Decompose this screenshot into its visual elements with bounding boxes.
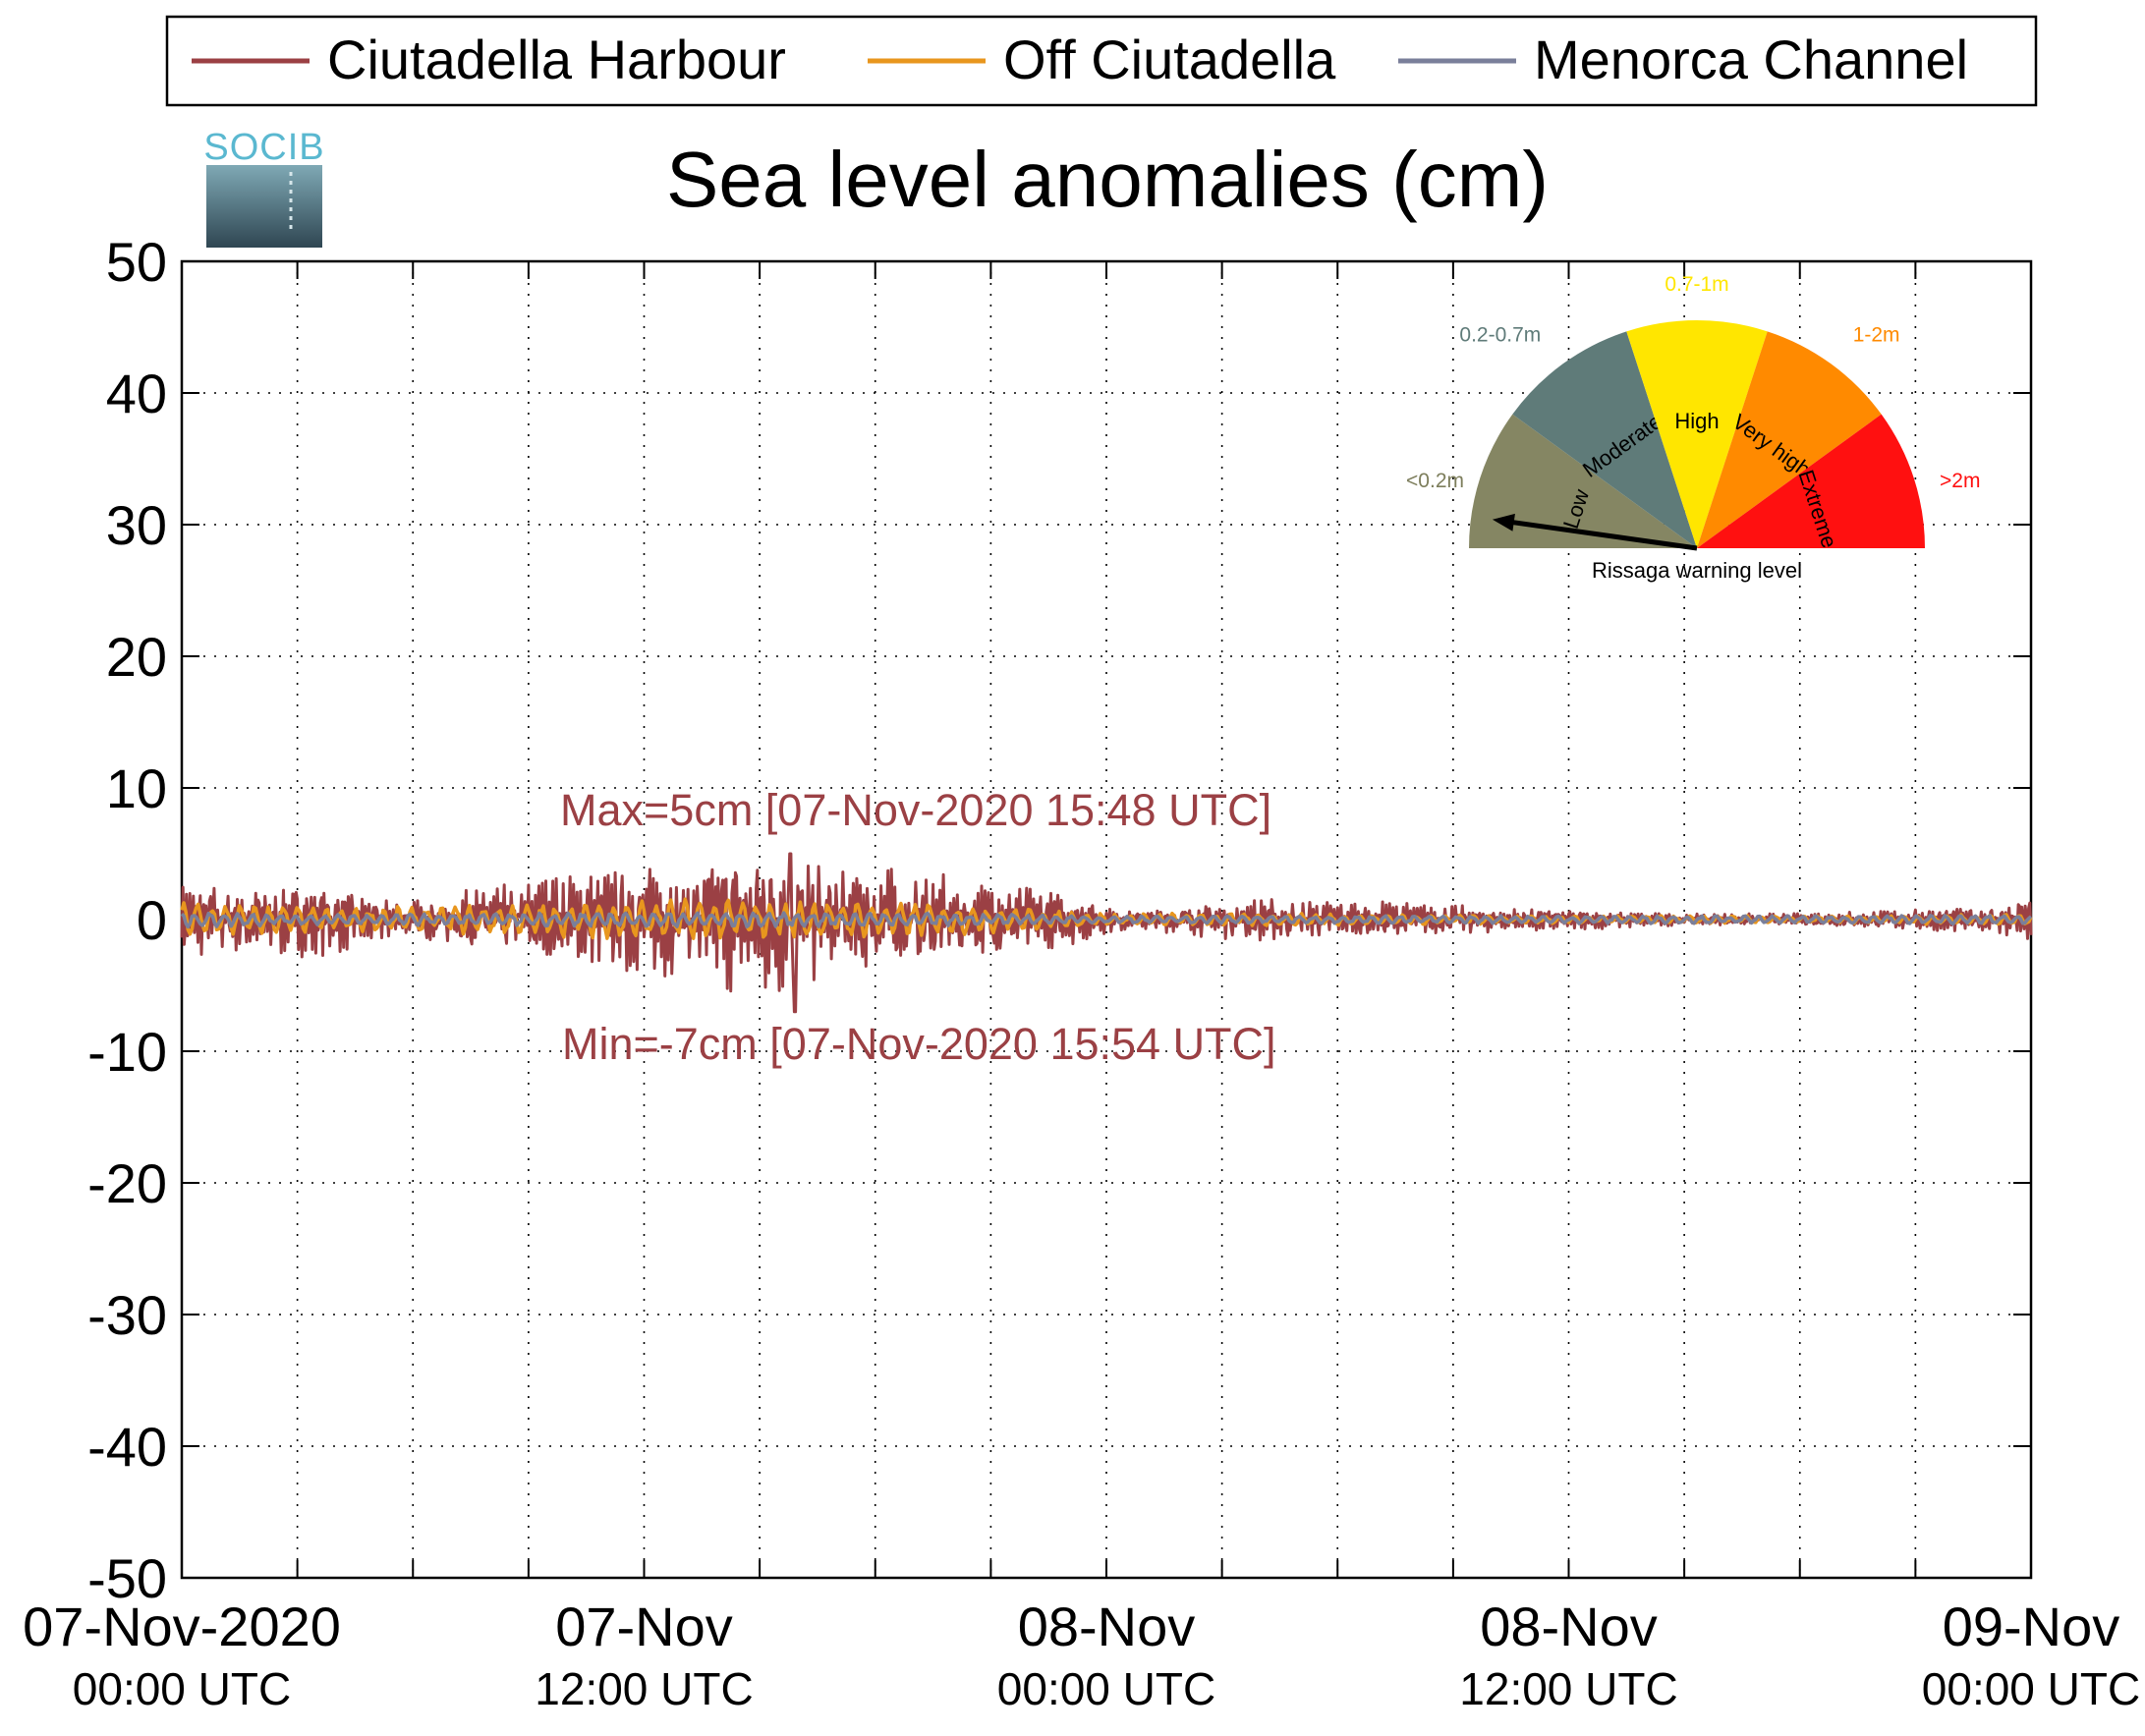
x-tick-label-date: 09-Nov	[1943, 1596, 2120, 1657]
y-tick-labels: 50 40 30 20 10 0 -10 -20 -30 -40 -50	[87, 231, 167, 1609]
legend-label-ciutadella-harbour: Ciutadella Harbour	[327, 28, 786, 90]
gauge-sector-label: High	[1674, 409, 1719, 433]
y-tick-label: 50	[106, 231, 167, 293]
gauge-needle-arrowhead	[1492, 513, 1515, 532]
gauge-range-label: 0.7-1m	[1665, 273, 1728, 296]
gauge-range-label: <0.2m	[1406, 470, 1464, 492]
gauge-needle	[1497, 518, 1698, 551]
legend: Ciutadella Harbour Off Ciutadella Menorc…	[165, 15, 2038, 107]
x-tick-label-date: 07-Nov	[555, 1596, 733, 1657]
y-tick-label: 30	[106, 494, 167, 556]
y-tick-label: -20	[87, 1152, 167, 1214]
gauge-caption: Rissaga warning level	[1592, 558, 1802, 583]
x-tick-label-date: 07-Nov-2020	[23, 1596, 341, 1657]
y-tick-label: 10	[106, 757, 167, 819]
y-tick-label: 20	[106, 626, 167, 688]
x-tick-labels: 07-Nov-2020 00:00 UTC 07-Nov 12:00 UTC 08-No…	[23, 1596, 2140, 1714]
legend-box	[165, 15, 2038, 107]
min-annotation: Min=-7cm [07-Nov-2020 15:54 UTC]	[562, 1019, 1276, 1069]
series-lines	[180, 852, 2033, 1014]
y-tick-label: -40	[87, 1416, 167, 1478]
logo-block	[206, 165, 322, 248]
gauge-range-label: 0.2-0.7m	[1459, 324, 1541, 347]
gauge-range-label: 1-2m	[1853, 324, 1900, 347]
gauge-sector-extreme	[1697, 414, 1925, 548]
x-tick-label-date: 08-Nov	[1018, 1596, 1196, 1657]
chart-title: Sea level anomalies (cm)	[666, 136, 1549, 223]
y-tick-label: 40	[106, 363, 167, 424]
gauge-sector-very-high	[1697, 331, 1882, 548]
legend-label-menorca-channel: Menorca Channel	[1534, 28, 1968, 90]
x-tick-label-time: 00:00 UTC	[73, 1663, 291, 1714]
gauge-sector-moderate	[1512, 331, 1697, 548]
x-tick-label-time: 00:00 UTC	[997, 1663, 1215, 1714]
series-line-menorca-channel	[180, 911, 2033, 929]
x-tick-label-time: 12:00 UTC	[535, 1663, 753, 1714]
gauge-range-label: >2m	[1940, 470, 1980, 492]
y-tick-label: -30	[87, 1284, 167, 1346]
x-tick-label-time: 12:00 UTC	[1459, 1663, 1677, 1714]
y-tick-label: 0	[137, 889, 167, 951]
y-tick-label: -50	[87, 1547, 167, 1609]
x-tick-label-date: 08-Nov	[1480, 1596, 1658, 1657]
gauge-sector-high	[1626, 320, 1768, 548]
x-tick-label-time: 00:00 UTC	[1922, 1663, 2140, 1714]
gauge-sector-low	[1469, 414, 1697, 548]
max-annotation: Max=5cm [07-Nov-2020 15:48 UTC]	[560, 785, 1271, 835]
logo-text: SOCIB	[203, 127, 324, 168]
legend-label-off-ciutadella: Off Ciutadella	[1003, 28, 1336, 90]
socib-logo: SOCIB	[203, 127, 324, 248]
y-tick-label: -10	[87, 1021, 167, 1083]
